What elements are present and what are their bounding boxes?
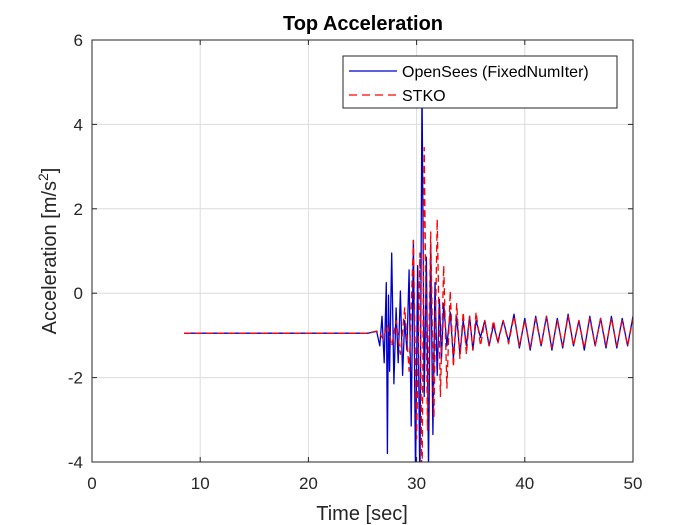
y-tick-label: -4 [68, 453, 83, 472]
series-line-stko [184, 146, 633, 462]
y-tick-label: 4 [74, 115, 83, 134]
x-tick-label: 40 [515, 474, 534, 493]
y-axis-label-sup: 2 [35, 173, 51, 181]
series-layer [184, 83, 633, 462]
plot-frame [91, 39, 634, 463]
legend-label-stko: STKO [402, 88, 446, 105]
x-tick-labels: 0 10 20 30 40 50 [87, 474, 642, 493]
plot-clip [184, 83, 633, 462]
x-tick-label: 10 [191, 474, 210, 493]
y-tick-label: 0 [74, 284, 83, 303]
x-axis-label: Time [sec] [316, 503, 408, 525]
y-axis-label-end: ] [39, 168, 61, 174]
series-line-opensees [184, 83, 633, 462]
y-axis-label: Acceleration [m/s2] [35, 168, 61, 335]
y-tick-label: -2 [68, 369, 83, 388]
x-tick-label: 30 [407, 474, 426, 493]
legend: OpenSees (FixedNumIter) STKO [342, 55, 618, 109]
x-tick-label: 0 [87, 474, 96, 493]
legend-label-opensees: OpenSees (FixedNumIter) [402, 64, 589, 81]
legend-box [342, 55, 618, 109]
x-tick-label: 50 [624, 474, 643, 493]
y-tick-label: 2 [74, 200, 83, 219]
y-tick-label: 6 [74, 31, 83, 50]
x-tick-label: 20 [299, 474, 318, 493]
chart-title: Top Acceleration [283, 13, 443, 35]
y-axis-label-main: Acceleration [m/s [39, 181, 61, 334]
y-tick-labels: -4 -2 0 2 4 6 [68, 31, 83, 472]
plot-area [92, 40, 633, 462]
